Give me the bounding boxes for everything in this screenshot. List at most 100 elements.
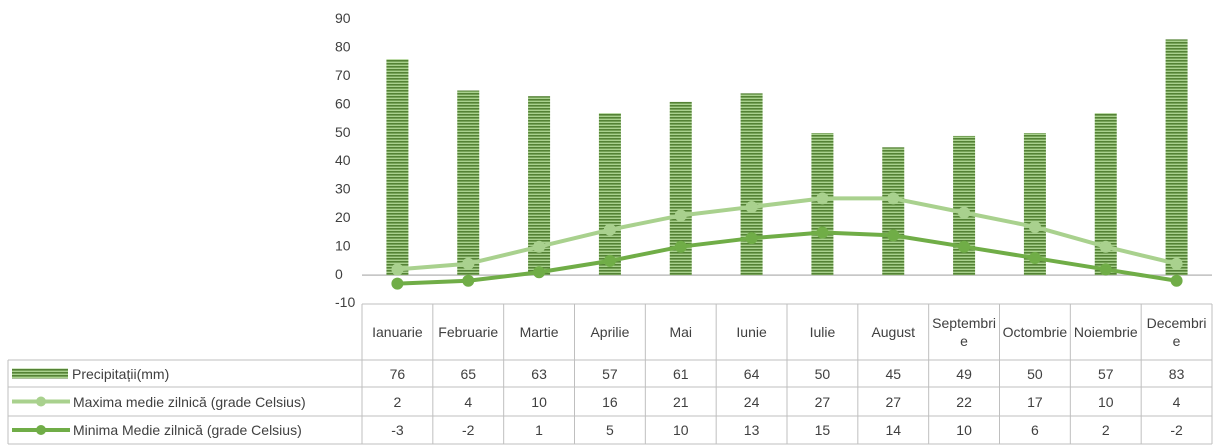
legend-label: Precipitații(mm) (72, 365, 170, 382)
table-value: 17 (1027, 393, 1043, 410)
table-value: 4 (464, 393, 473, 410)
table-value-box: 27 (885, 394, 901, 410)
table-value: 13 (743, 422, 760, 438)
table-value-box: 5 (606, 422, 614, 438)
table-value: 15 (814, 422, 831, 438)
bar (740, 93, 763, 276)
table-value-box: 2 (394, 394, 402, 410)
legend-key (12, 368, 68, 379)
x-tick-label: Aprilie (590, 324, 630, 340)
table-value-box: 27 (814, 393, 831, 410)
table-value-box: -3 (391, 422, 403, 438)
x-tick-label-box: Mai (669, 324, 692, 340)
y-tick-label: 30 (335, 181, 351, 197)
bar (669, 101, 692, 276)
x-tick-label: Ianuarie (372, 324, 423, 340)
table-value-box: 16 (602, 393, 618, 410)
line-marker (1099, 240, 1112, 253)
line-marker (391, 277, 404, 290)
table-value: 83 (1168, 365, 1185, 382)
table-value: 5 (606, 422, 614, 438)
y-tick-label: -10 (335, 294, 355, 310)
line-marker (958, 206, 971, 219)
table-value-box: 45 (885, 365, 902, 382)
legend-label-box: Minima Medie zilnică (grade Celsius) (73, 422, 302, 438)
table-value: -2 (1170, 422, 1183, 438)
line-marker (533, 266, 546, 279)
table-value-box: 4 (1172, 393, 1181, 410)
legend-label: Maxima medie zilnică (grade Celsius) (73, 393, 306, 410)
table-value: 61 (672, 365, 689, 382)
y-tick-label: 20 (335, 209, 351, 225)
table-value: -2 (462, 422, 475, 438)
x-tick-label: Octombrie (1002, 324, 1068, 340)
table-value: 6 (1031, 422, 1039, 438)
bar (1165, 39, 1188, 276)
table-value-box: 14 (885, 422, 901, 438)
table-value-box: 57 (602, 366, 618, 382)
line-marker (1028, 252, 1041, 265)
table-value-box: 2 (1101, 422, 1110, 438)
line-marker (958, 240, 971, 253)
table-value-box: 4 (464, 393, 473, 410)
bar (1023, 133, 1046, 276)
table-value-box: 61 (672, 365, 689, 382)
x-tick-label: August (871, 324, 916, 340)
table-value-box: 57 (1097, 365, 1114, 382)
y-tick-label: 60 (335, 95, 351, 111)
line-marker (816, 226, 829, 239)
line-marker (674, 240, 687, 253)
x-tick-label-box: Decembrie (1146, 315, 1207, 349)
table-value: 50 (1027, 365, 1043, 382)
table-value: 10 (531, 393, 547, 410)
table-value: 1 (535, 422, 543, 438)
line-marker (391, 263, 404, 276)
line-marker (745, 232, 758, 245)
table-value-box: 10 (956, 422, 972, 438)
line-marker (462, 274, 475, 287)
y-tick-label: 40 (335, 152, 351, 168)
x-tick-label: Decembrie (1146, 315, 1207, 349)
table-value: 49 (956, 365, 972, 382)
table-value-box: 50 (1027, 365, 1043, 382)
bar (598, 113, 621, 276)
table-value: 50 (814, 365, 831, 382)
table-value: 45 (885, 365, 902, 382)
table-value-box: 21 (673, 394, 689, 410)
legend-key-marker (36, 396, 46, 407)
table-value-box: 10 (673, 422, 689, 438)
table-value: 2 (1101, 422, 1110, 438)
x-tick-label-box: Iulie (810, 324, 836, 340)
y-tick-label: 50 (335, 124, 351, 140)
x-tick-label-box: August (871, 324, 916, 340)
line-marker (603, 254, 616, 267)
line-marker (603, 223, 616, 236)
table-value-box: -2 (462, 422, 475, 438)
y-tick-label: 70 (335, 67, 351, 83)
x-tick-label-box: Iunie (736, 324, 766, 340)
table-value-box: 24 (744, 394, 760, 410)
table-value: 27 (814, 393, 831, 410)
table-value-box: 63 (531, 366, 547, 382)
x-tick-label: Februarie (438, 324, 499, 340)
table-value-box: 1 (535, 422, 543, 438)
line-marker (1028, 220, 1041, 233)
table-value: 65 (460, 365, 477, 382)
table-value: 4 (1172, 393, 1181, 410)
legend-label-box: Maxima medie zilnică (grade Celsius) (73, 393, 306, 410)
table-value: 16 (602, 393, 618, 410)
table-value-box: 6 (1031, 422, 1039, 438)
table-value: 57 (1097, 365, 1114, 382)
line-marker (674, 209, 687, 222)
line-series (397, 196, 1178, 272)
bar (528, 96, 551, 276)
x-tick-label-box: Octombrie (1002, 324, 1068, 340)
table-value-box: 76 (390, 366, 406, 382)
table-value-box: 15 (814, 422, 831, 438)
x-tick-label-box: Septembrie (932, 315, 996, 349)
table-value: 10 (1097, 393, 1114, 410)
line-marker (887, 229, 900, 242)
bar (1094, 113, 1117, 276)
x-tick-label-box: Februarie (438, 324, 499, 340)
